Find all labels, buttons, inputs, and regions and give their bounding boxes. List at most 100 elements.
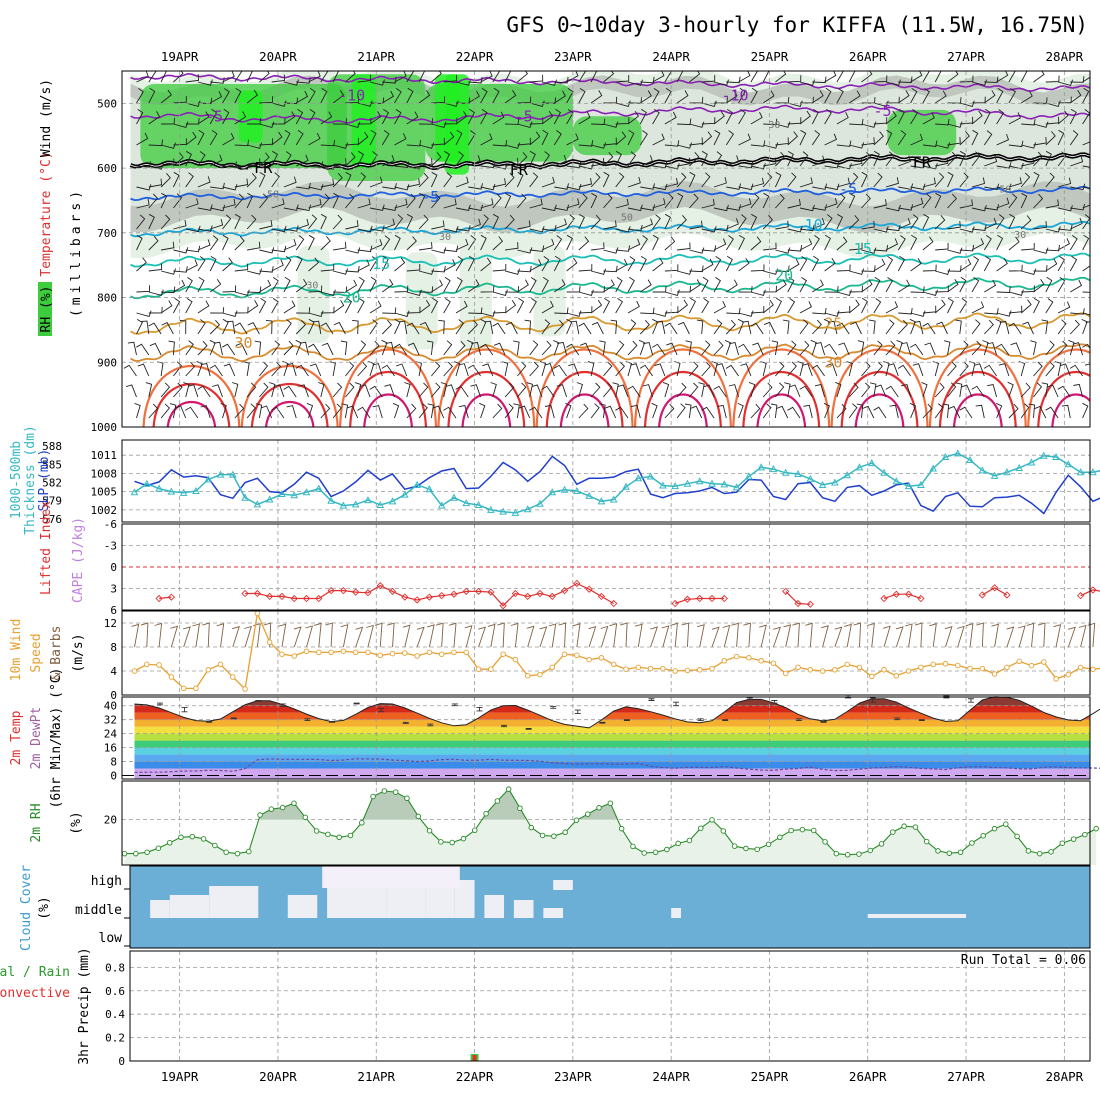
wind-barb [987, 383, 998, 398]
lifted-index-point [474, 587, 483, 596]
wind-barb [346, 405, 359, 419]
wind-barb [959, 172, 969, 188]
cloud-block [454, 880, 475, 918]
slp-line [134, 455, 1100, 515]
wind-barb [369, 319, 378, 335]
thickness-point [339, 501, 348, 509]
wind-barb-10m [609, 623, 618, 648]
wind-barb [259, 361, 269, 377]
wind-barb [948, 405, 961, 419]
wind-barb [1008, 193, 1018, 209]
hot-dome-contour [461, 393, 512, 427]
wind-barb [468, 218, 481, 230]
rh-point [1082, 831, 1088, 838]
wind-barb [836, 264, 851, 272]
wind-barb [345, 247, 361, 254]
rh-point [890, 829, 896, 835]
wind-barb [943, 340, 951, 356]
wind-barb-10m [572, 623, 581, 648]
wind-barb [983, 130, 993, 146]
wind-barb-10m [526, 625, 535, 648]
thickness-label: 1000-500mb [9, 441, 24, 519]
wind-speed-point [918, 664, 924, 671]
wind-barb [846, 361, 853, 377]
wind-barb [971, 79, 988, 86]
wind-speed-point [512, 656, 519, 663]
minmax-bar [918, 719, 925, 722]
wind-barb [726, 155, 739, 167]
wind-barb [1082, 234, 1090, 251]
wind-barb [810, 339, 817, 356]
wind-barb [685, 340, 692, 356]
wind-barb [566, 183, 582, 191]
temp-line [134, 696, 1100, 729]
wind-barb [332, 71, 340, 83]
thickness-point [831, 478, 839, 486]
wind-barb [627, 79, 643, 86]
rh-point [359, 820, 365, 826]
hot-dome-contour [939, 370, 1017, 427]
wind-barb [271, 225, 287, 233]
wind-barb [541, 256, 550, 272]
wind-barb [677, 242, 691, 251]
wind-barb [210, 77, 225, 84]
thickness-point [499, 507, 507, 515]
wind-barb-10m [487, 623, 496, 648]
wind-barb [799, 224, 815, 232]
wind-barb [145, 382, 153, 398]
thickness-point [708, 479, 716, 487]
thickness-point [683, 479, 692, 487]
wind-barb [529, 340, 539, 356]
wind-speed-point [807, 667, 814, 673]
wind-barb [1020, 90, 1033, 104]
wind-speed-point [610, 661, 617, 668]
bottom-date-axis: 19APR 20APR 21APR 22APR 23APR 24APR 25APR 26APR… [161, 1069, 1084, 1084]
wind-barb [431, 265, 446, 273]
wind-barb-10m [232, 626, 240, 648]
temp-color-band [134, 726, 1090, 734]
wind-speed-point [414, 653, 420, 659]
wind-barb [369, 385, 383, 398]
wind-barb [578, 88, 586, 104]
thickness-point [364, 496, 372, 504]
wind-barb [468, 204, 484, 212]
thickness-point [560, 485, 569, 493]
wind-barb [862, 405, 875, 419]
wind-barb [394, 285, 409, 293]
wind-barb [455, 225, 471, 232]
thickness-point [400, 490, 409, 498]
wind-barb [947, 382, 957, 398]
wind-barb [320, 193, 330, 209]
wind-speed-point [561, 651, 568, 657]
wind-barb [897, 255, 906, 272]
wind-speed-point [930, 661, 936, 668]
wind-barb [271, 198, 285, 209]
wind-barb [983, 108, 991, 125]
wind-barb [689, 279, 701, 293]
wind-barb [787, 151, 794, 167]
wind-barb [185, 406, 199, 419]
slp-tick: 1011 [91, 449, 118, 462]
rh-point [856, 851, 862, 857]
thickness-point [622, 482, 630, 490]
hot-dome-contour [447, 370, 526, 427]
wind-barb [529, 361, 540, 377]
wind-barb [344, 171, 352, 188]
wind-barb [639, 108, 647, 125]
wind-barb [728, 384, 740, 398]
wind-barb [468, 77, 483, 84]
thickness-point [953, 449, 962, 457]
wind-barb [127, 341, 137, 356]
wind-barb [996, 183, 1012, 191]
contour-label: 30 [824, 353, 842, 371]
wind-barb [1045, 172, 1055, 188]
hot-dome-contour [1037, 370, 1090, 427]
wind-barb [234, 111, 247, 125]
rh-label: RH (%) [39, 286, 54, 333]
precip-tick: 0.2 [105, 1032, 125, 1045]
wind-barb [603, 382, 613, 398]
wind-barb [455, 151, 464, 167]
minmax-bar [648, 698, 655, 701]
wind-speed-point [967, 665, 973, 672]
